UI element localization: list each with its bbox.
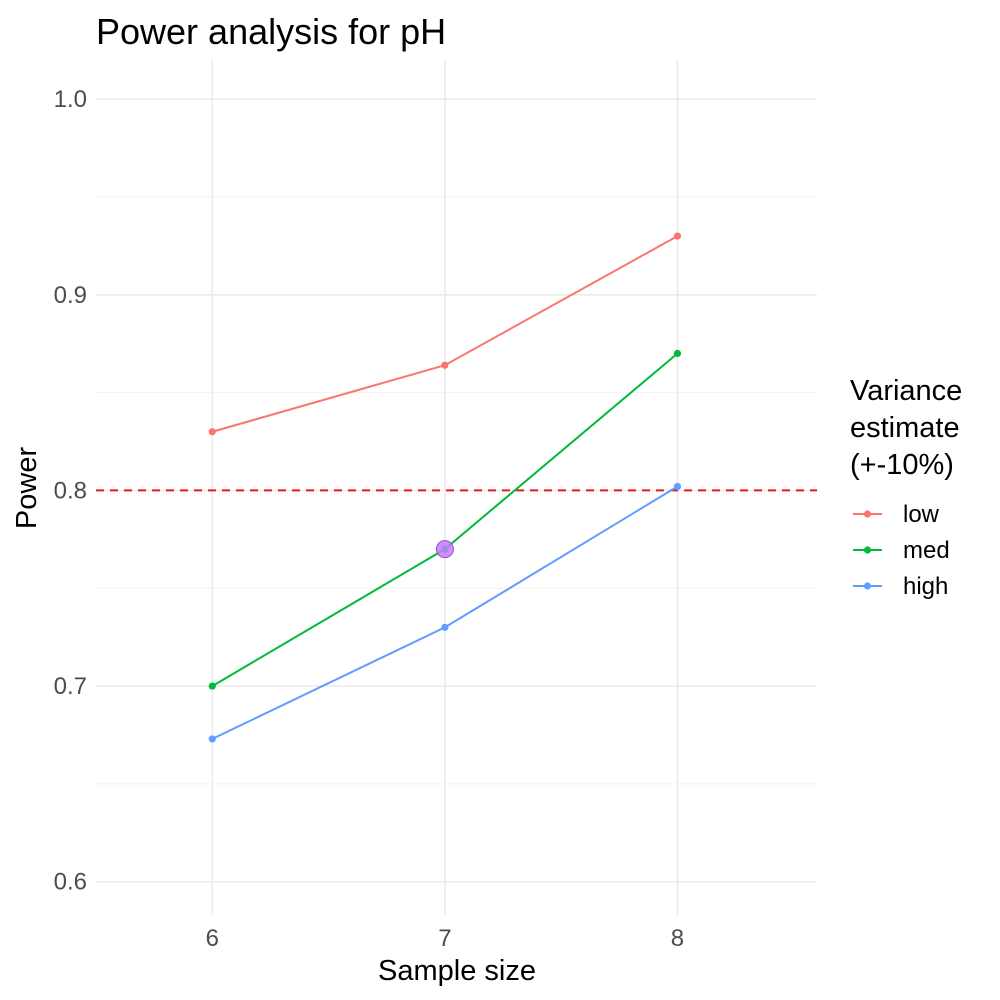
- y-tick-label-2: 0.8: [54, 477, 87, 504]
- point-low-8: [673, 232, 682, 240]
- highlighted-point: [435, 540, 454, 559]
- legend-key-point-med: [863, 546, 872, 554]
- chart-title: Power analysis for pH: [96, 11, 446, 52]
- legend-label-med: med: [903, 537, 950, 564]
- point-low-6: [208, 428, 216, 436]
- point-med-8: [673, 349, 682, 358]
- point-med-6: [208, 682, 216, 690]
- legend-title-line-1: Variance: [850, 375, 962, 407]
- y-tick-label-4: 1.0: [54, 86, 87, 113]
- major-gridlines: [96, 60, 817, 915]
- series-layer: [208, 232, 682, 743]
- legend-key-point-high: [863, 582, 872, 590]
- x-tick-label-2: 8: [671, 925, 684, 952]
- x-axis-tick-labels: 6 7 8: [206, 925, 685, 952]
- y-tick-label-0: 0.6: [54, 869, 87, 896]
- legend-title-line-3: (+-10%): [850, 449, 954, 481]
- x-tick-label-0: 6: [206, 925, 219, 952]
- point-high-7: [441, 623, 449, 631]
- highlight-layer: [435, 540, 454, 559]
- point-low-7: [441, 361, 449, 369]
- y-axis-tick-labels: 0.6 0.7 0.8 0.9 1.0: [54, 86, 87, 896]
- x-axis-title: Sample size: [378, 955, 536, 987]
- legend-label-low: low: [903, 501, 940, 528]
- legend: Variance estimate (+-10%) low med high: [850, 375, 962, 600]
- legend-key-point-low: [863, 510, 872, 518]
- legend-label-high: high: [903, 573, 948, 600]
- legend-title-line-2: estimate: [850, 412, 960, 444]
- point-high-8: [673, 482, 682, 491]
- y-tick-label-3: 0.9: [54, 282, 87, 309]
- legend-item-low: low: [853, 501, 940, 528]
- legend-item-high: high: [853, 573, 948, 600]
- y-axis-title: Power: [11, 447, 43, 530]
- legend-keys: low med high: [853, 501, 950, 600]
- series-high: [208, 482, 682, 743]
- y-tick-label-1: 0.7: [54, 673, 87, 700]
- series-low: [208, 232, 682, 436]
- minor-gridlines: [96, 196, 817, 785]
- legend-item-med: med: [853, 537, 950, 564]
- point-high-6: [208, 735, 216, 743]
- x-tick-label-1: 7: [438, 925, 451, 952]
